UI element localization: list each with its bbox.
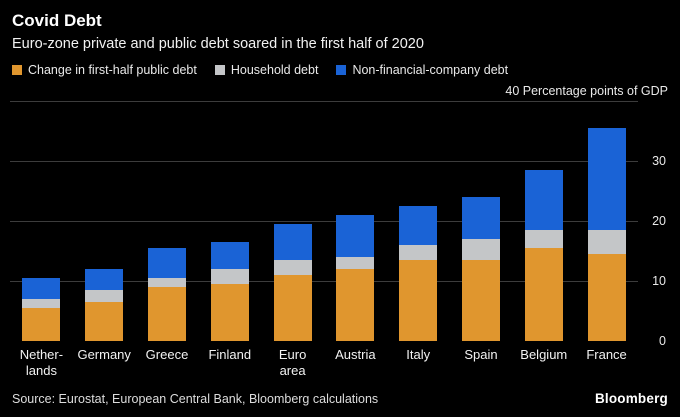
- source-note: Source: Eurostat, European Central Bank,…: [12, 392, 379, 406]
- bar-group: [261, 101, 324, 341]
- x-axis-label: Nether- lands: [19, 347, 64, 378]
- bar-segment: [587, 128, 626, 230]
- stacked-bar: [147, 248, 186, 341]
- y-axis-note: 40 Percentage points of GDP: [505, 84, 668, 98]
- legend-swatch-household-debt: [214, 65, 225, 75]
- x-axis-label: France: [586, 347, 627, 362]
- bar-segment: [461, 239, 500, 260]
- bar-group: [324, 101, 387, 341]
- bar-segment: [22, 278, 61, 299]
- stacked-bar: [524, 170, 563, 341]
- bar-group: [10, 101, 73, 341]
- bar-segment: [85, 269, 124, 290]
- bar-segment: [85, 290, 124, 302]
- stacked-bar: [22, 278, 61, 341]
- legend-label: Non-financial-company debt: [352, 63, 509, 77]
- bar-segment: [273, 224, 312, 260]
- y-tick-label: 30: [652, 154, 666, 168]
- x-axis-labels: Nether- lands Germany Greece Finland Euro ar…: [10, 347, 638, 379]
- bar-group: [73, 101, 136, 341]
- y-tick-label: 0: [659, 334, 666, 348]
- bars-container: [10, 101, 638, 341]
- chart: 0 10 20 30 Nether- lands Germany Greece Finlan…: [10, 101, 668, 379]
- bar-segment: [85, 302, 124, 341]
- stacked-bar: [210, 242, 249, 341]
- bar-segment: [524, 170, 563, 230]
- stacked-bar: [85, 269, 124, 341]
- stacked-bar: [399, 206, 438, 341]
- y-tick-label: 20: [652, 214, 666, 228]
- stacked-bar: [587, 128, 626, 341]
- stacked-bar: [461, 197, 500, 341]
- bar-group: [575, 101, 638, 341]
- x-axis-label: Spain: [464, 347, 498, 362]
- x-axis-label: Italy: [406, 347, 431, 362]
- footer: Source: Eurostat, European Central Bank,…: [0, 379, 680, 406]
- bar-group: [450, 101, 513, 341]
- bar-segment: [273, 275, 312, 341]
- bar-segment: [147, 278, 186, 287]
- bar-segment: [336, 269, 375, 341]
- plot-area: [10, 101, 638, 341]
- bar-group: [136, 101, 199, 341]
- chart-subtitle: Euro-zone private and public debt soared…: [12, 36, 424, 52]
- bar-segment: [22, 308, 61, 341]
- bar-segment: [399, 245, 438, 260]
- x-axis-label: Germany: [77, 347, 131, 362]
- y-tick-label: 10: [652, 274, 666, 288]
- legend-label: Change in first-half public debt: [28, 63, 197, 77]
- plot-wrap: 0 10 20 30: [10, 101, 668, 348]
- bar-segment: [461, 260, 500, 341]
- chart-title: Covid Debt: [12, 11, 102, 30]
- header: Covid Debt Euro-zone private and public …: [0, 0, 680, 54]
- bar-segment: [210, 269, 249, 284]
- legend-swatch-nfc-debt: [336, 65, 347, 75]
- bar-segment: [210, 284, 249, 341]
- bloomberg-logo: Bloomberg: [594, 391, 668, 406]
- legend-item-household-debt: Household debt: [214, 63, 319, 77]
- bar-segment: [587, 254, 626, 341]
- bar-segment: [524, 248, 563, 341]
- x-axis-label: Greece: [145, 347, 189, 362]
- bar-segment: [524, 230, 563, 248]
- stacked-bar: [273, 224, 312, 341]
- bar-segment: [587, 230, 626, 254]
- x-axis-label: Belgium: [520, 347, 568, 362]
- bar-segment: [22, 299, 61, 308]
- bar-group: [512, 101, 575, 341]
- gridline: [10, 281, 638, 282]
- gridline: [10, 161, 638, 162]
- legend: Change in first-half public debt Househo…: [12, 63, 668, 77]
- stacked-bar: [336, 215, 375, 341]
- bar-segment: [147, 287, 186, 341]
- x-axis-label: Euro area: [278, 347, 307, 378]
- legend-item-nfc-debt: Non-financial-company debt: [336, 63, 508, 77]
- bar-group: [198, 101, 261, 341]
- bar-segment: [399, 206, 438, 245]
- legend-item-public-debt: Change in first-half public debt: [12, 63, 197, 77]
- legend-label: Household debt: [230, 63, 319, 77]
- x-axis-label: Finland: [208, 347, 252, 362]
- bar-segment: [210, 242, 249, 269]
- bar-group: [387, 101, 450, 341]
- gridline: [10, 101, 638, 102]
- gridline: [10, 221, 638, 222]
- legend-swatch-public-debt: [12, 65, 22, 75]
- bar-segment: [336, 257, 375, 269]
- bar-segment: [399, 260, 438, 341]
- bar-segment: [273, 260, 312, 275]
- bar-segment: [147, 248, 186, 278]
- bar-segment: [336, 215, 375, 257]
- x-axis-label: Austria: [335, 347, 376, 362]
- bar-segment: [461, 197, 500, 239]
